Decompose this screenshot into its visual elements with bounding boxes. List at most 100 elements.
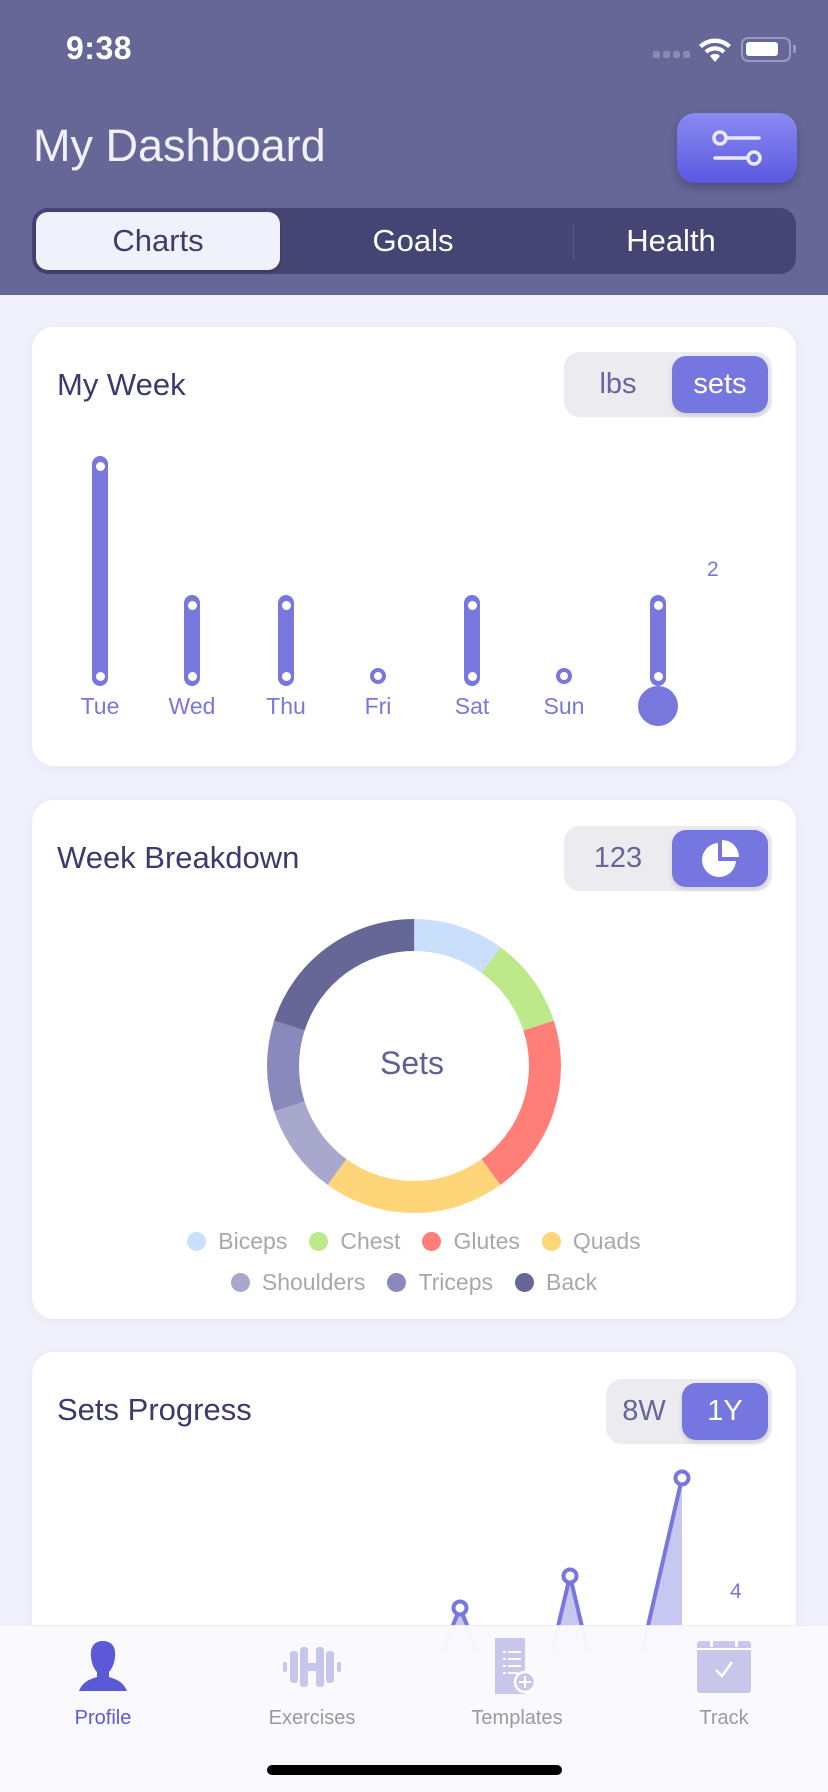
view-segmented-control: Charts Goals Health	[32, 208, 796, 274]
tab-goals[interactable]: Goals	[372, 223, 454, 258]
8w-option[interactable]: 8W	[622, 1395, 666, 1427]
header: 9:38 My Dashboard Charts Goals Health	[0, 0, 828, 295]
bar-top-dot	[95, 461, 105, 471]
home-indicator[interactable]	[267, 1765, 562, 1775]
tab-label: Templates	[471, 1707, 563, 1729]
battery-icon	[741, 37, 796, 62]
legend-item[interactable]: Chest	[309, 1228, 400, 1255]
day-label: Sun	[543, 693, 585, 719]
legend-dot	[541, 1232, 561, 1251]
day-label: Sat	[454, 693, 490, 719]
legend-label: Back	[546, 1269, 598, 1295]
sliders-icon	[712, 130, 762, 166]
legend-item[interactable]: Shoulders	[230, 1269, 366, 1296]
legend-item[interactable]: Back	[515, 1269, 597, 1296]
legend-dot	[187, 1232, 207, 1251]
bar-fri[interactable]	[370, 668, 386, 684]
sets-option[interactable]: sets	[672, 356, 768, 413]
legend-label: Glutes	[453, 1228, 520, 1254]
bar-bottom-dot	[467, 671, 477, 681]
data-point	[451, 1599, 469, 1617]
day-label: Tue	[80, 693, 120, 719]
week-breakdown-card: Week Breakdown 123 Sets Biceps Chest Glu…	[32, 800, 796, 1319]
bar-top-dot	[467, 600, 477, 610]
legend-label: Chest	[340, 1228, 401, 1254]
card-title: My Week	[57, 367, 186, 402]
range-toggle: 8W 1Y	[606, 1379, 772, 1444]
card-title: Week Breakdown	[57, 840, 300, 875]
display-toggle: 123	[564, 826, 772, 891]
tab-templates[interactable]: Templates	[437, 1636, 597, 1736]
bar-top-dot	[281, 600, 291, 610]
status-time: 9:38	[66, 30, 133, 66]
lbs-option[interactable]: lbs	[599, 368, 637, 400]
1y-option[interactable]: 1Y	[682, 1383, 768, 1440]
bar-bottom-dot	[187, 671, 197, 681]
tab-label: Profile	[74, 1707, 132, 1729]
tab-exercises[interactable]: Exercises	[232, 1636, 392, 1736]
tab-profile[interactable]: Profile	[23, 1636, 183, 1736]
donut-chart	[267, 919, 561, 1213]
calendar-check-icon	[697, 1637, 751, 1693]
list-add-icon	[495, 1638, 537, 1694]
legend-item[interactable]: Glutes	[422, 1228, 520, 1255]
donut-center-label: Sets	[380, 1045, 445, 1081]
bar-top-dot	[653, 600, 663, 610]
legend-label: Triceps	[418, 1269, 493, 1295]
bar-bottom-dot	[281, 671, 291, 681]
my-week-card: My Week lbs sets 2 Tue Wed Thu Fri	[32, 327, 796, 766]
pie-option[interactable]	[672, 830, 768, 887]
tab-health[interactable]: Health	[626, 223, 716, 258]
today-indicator[interactable]	[638, 686, 678, 726]
legend-dot	[230, 1273, 250, 1292]
tab-label: Track	[699, 1707, 749, 1729]
bar-bottom-dot	[653, 671, 663, 681]
segment-divider	[573, 224, 574, 260]
person-icon	[79, 1641, 127, 1691]
reference-value: 4	[730, 1580, 742, 1603]
segment-triceps	[267, 919, 561, 1213]
legend-row-2: Shoulders Triceps Back	[32, 1269, 796, 1296]
day-label: Thu	[266, 693, 306, 719]
pie-chart-icon	[702, 839, 739, 877]
day-label: Wed	[168, 693, 216, 719]
bar-mon[interactable]	[650, 595, 666, 686]
legend-dot	[515, 1273, 534, 1292]
legend-label: Biceps	[218, 1228, 288, 1254]
bar-top-dot	[187, 600, 197, 610]
settings-button[interactable]	[677, 113, 797, 183]
segment-chest	[267, 919, 561, 1213]
tab-track[interactable]: Track	[644, 1636, 804, 1736]
bar-wed[interactable]	[184, 595, 200, 686]
bar-thu[interactable]	[278, 595, 294, 686]
legend-dot	[422, 1232, 442, 1251]
legend-row-1: Biceps Chest Glutes Quads	[32, 1228, 796, 1255]
segment-shoulders	[267, 919, 561, 1213]
bar-tue[interactable]	[92, 456, 108, 686]
legend-dot	[387, 1273, 407, 1292]
legend-item[interactable]: Biceps	[187, 1228, 287, 1255]
legend-dot	[309, 1232, 329, 1251]
day-label: Fri	[364, 693, 392, 719]
legend-label: Shoulders	[261, 1269, 366, 1295]
unit-toggle: lbs sets	[564, 352, 772, 417]
wifi-icon	[699, 38, 731, 62]
tab-bar: Profile Exercises	[0, 1625, 828, 1792]
tab-label: Exercises	[268, 1707, 356, 1729]
tab-charts[interactable]: Charts	[36, 212, 280, 270]
legend-item[interactable]: Triceps	[387, 1269, 493, 1296]
bar-sun[interactable]	[556, 668, 572, 684]
segment-glutes	[267, 919, 561, 1213]
legend-item[interactable]: Quads	[541, 1228, 641, 1255]
legend-label: Quads	[572, 1228, 641, 1254]
reference-value: 2	[707, 558, 719, 581]
bar-bottom-dot	[95, 671, 105, 681]
card-title: Sets Progress	[57, 1392, 252, 1427]
dumbbell-icon	[283, 1647, 341, 1687]
cellular-signal-icon	[653, 51, 690, 58]
data-point	[561, 1567, 579, 1585]
numbers-option[interactable]: 123	[593, 842, 643, 874]
bar-sat[interactable]	[464, 595, 480, 686]
data-point	[673, 1469, 691, 1487]
page-title: My Dashboard	[33, 120, 326, 171]
